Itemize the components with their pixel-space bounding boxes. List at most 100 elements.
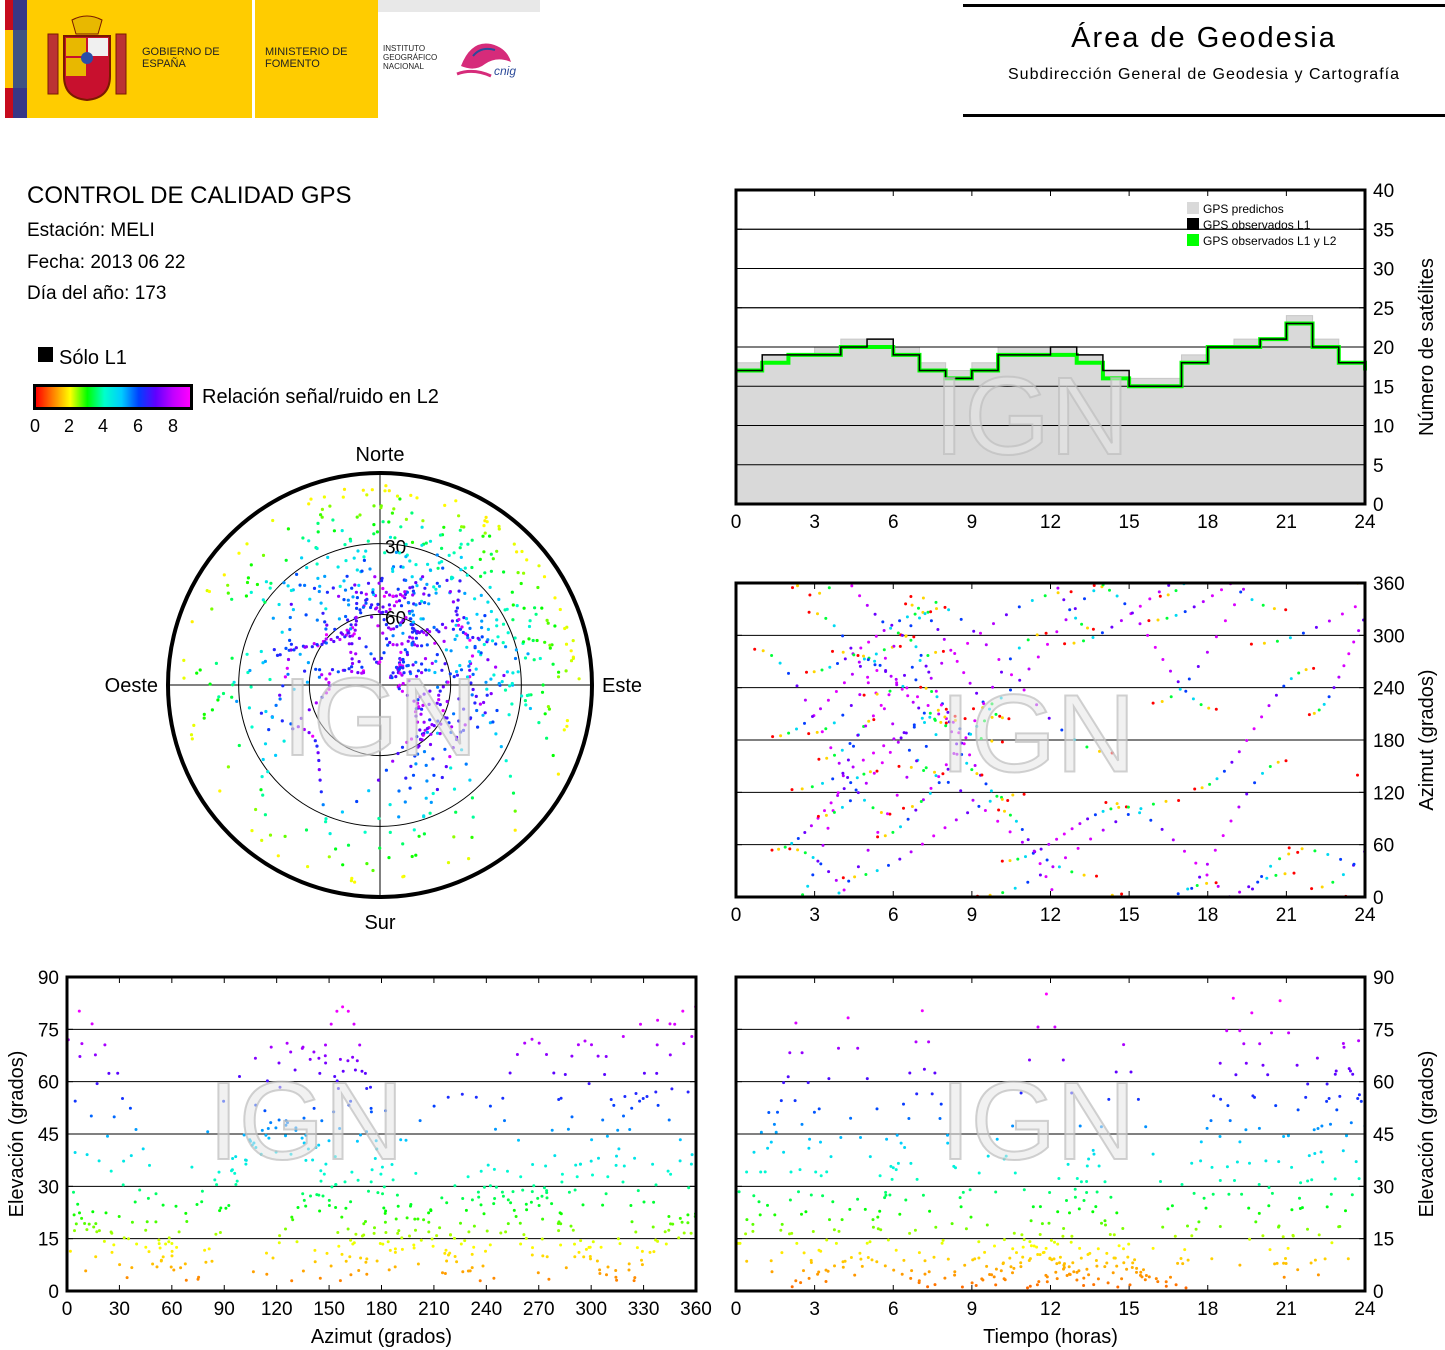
sky-track-point: [404, 578, 408, 583]
elt-track-point: [1219, 1097, 1223, 1101]
elaz-track-point: [667, 1215, 671, 1218]
elaz-track-point: [504, 1230, 508, 1234]
elt-track-point: [1333, 1072, 1337, 1076]
elt-track-point: [1094, 1205, 1098, 1209]
sky-track-point: [270, 715, 274, 720]
elt-track-point: [802, 1251, 806, 1255]
sky-track-point: [346, 631, 350, 635]
sky-track-point: [446, 680, 450, 684]
elt-track-point: [1133, 1258, 1137, 1262]
az-track-point: [898, 644, 902, 648]
elt-track-point: [1085, 1191, 1089, 1194]
az-track-point: [873, 663, 877, 667]
sky-track-point: [348, 634, 352, 638]
elt-track-point: [1323, 1257, 1327, 1261]
elt-track-point: [1094, 1259, 1098, 1262]
sky-track-point: [226, 765, 230, 769]
az-track-point: [841, 650, 845, 654]
az-track-point: [1101, 809, 1105, 813]
elaz-track-point: [383, 1220, 387, 1224]
az-track-point: [1006, 799, 1010, 802]
az-track-point: [882, 629, 886, 632]
sky-track-point: [324, 637, 328, 641]
sky-track-point: [403, 592, 408, 597]
sky-track-point: [548, 643, 552, 647]
elaz-track-point: [482, 1185, 486, 1189]
elaz-track-point: [645, 1095, 649, 1098]
sky-track-point: [246, 576, 250, 580]
sky-track-point: [373, 575, 377, 579]
elaz-track-point: [290, 1215, 294, 1219]
az-track-point: [924, 766, 928, 770]
elaz-track-point: [472, 1245, 476, 1249]
sky-track-point: [523, 699, 528, 703]
elaz-track-point: [384, 1231, 388, 1234]
elaz-track-point: [95, 1230, 99, 1234]
elt-track-point: [921, 1193, 925, 1197]
az-track-point: [852, 653, 856, 657]
sky-track-point: [428, 689, 432, 693]
elt-track-point: [868, 1240, 872, 1244]
sky-track-point: [397, 599, 402, 603]
elaz-track-point: [612, 1103, 616, 1107]
elaz-track-point: [167, 1236, 171, 1240]
sky-track-point: [458, 546, 462, 550]
az-track-point: [831, 649, 834, 653]
az-track-point: [761, 649, 765, 653]
az-track-point: [892, 644, 896, 648]
elaz-track-point: [383, 1211, 387, 1215]
elt-track-point: [927, 1270, 931, 1274]
cnig-logo-icon: [456, 43, 511, 78]
az-track-point: [895, 793, 899, 797]
elaz-track-point: [655, 1043, 659, 1047]
sky-track-point: [285, 666, 289, 670]
az-track-point: [1215, 777, 1219, 781]
elt-track-point: [1325, 1099, 1329, 1103]
elaz-track-point: [109, 1169, 113, 1173]
az-track-point: [1289, 677, 1293, 681]
az-track-point: [874, 634, 878, 638]
sky-track-point: [244, 594, 248, 598]
sky-track-point: [364, 549, 368, 553]
sky-track-point: [398, 551, 402, 555]
sky-track-point: [318, 584, 322, 588]
az-track-point: [810, 785, 814, 789]
sky-track-point: [413, 643, 417, 647]
sky-track-point: [511, 791, 516, 795]
elt-track-point: [1112, 1233, 1116, 1237]
elaz-track-point: [396, 1204, 400, 1208]
elaz-track-point: [207, 1247, 211, 1251]
sky-track-point: [391, 759, 395, 763]
az-track-point: [1339, 857, 1343, 861]
day-of-year-label: Día del año: 173: [27, 283, 167, 304]
elt-track-point: [968, 1188, 972, 1192]
elaz-track-point: [265, 1272, 269, 1276]
elt-y-tick-label: 15: [1373, 1230, 1394, 1251]
az-track-point: [1169, 669, 1172, 673]
az-track-point: [1183, 610, 1187, 614]
sky-track-point: [337, 594, 341, 598]
elt-track-point: [1357, 1177, 1361, 1181]
sky-track-point: [263, 600, 267, 604]
elt-track-point: [800, 1051, 804, 1055]
sky-track-point: [354, 590, 358, 594]
sky-track-point: [263, 813, 267, 817]
elt-track-point: [843, 1259, 847, 1263]
elt-track-point: [1325, 1082, 1329, 1086]
elt-track-point: [1317, 1233, 1321, 1237]
elt-track-point: [1205, 1126, 1209, 1130]
sky-track-point: [408, 786, 412, 790]
elt-track-point: [807, 1276, 811, 1280]
elaz-track-point: [393, 1250, 397, 1254]
sky-track-point: [442, 525, 446, 529]
az-track-point: [992, 622, 995, 626]
sky-track-point: [330, 668, 335, 672]
sky-track-point: [422, 692, 426, 696]
sky-west-label: Oeste: [105, 675, 158, 697]
elaz-track-point: [179, 1266, 183, 1270]
sky-track-point: [456, 623, 461, 627]
solo-l1-swatch: [38, 347, 53, 362]
sat-y-tick-label: 5: [1373, 456, 1384, 477]
elaz-track-point: [614, 1163, 618, 1167]
